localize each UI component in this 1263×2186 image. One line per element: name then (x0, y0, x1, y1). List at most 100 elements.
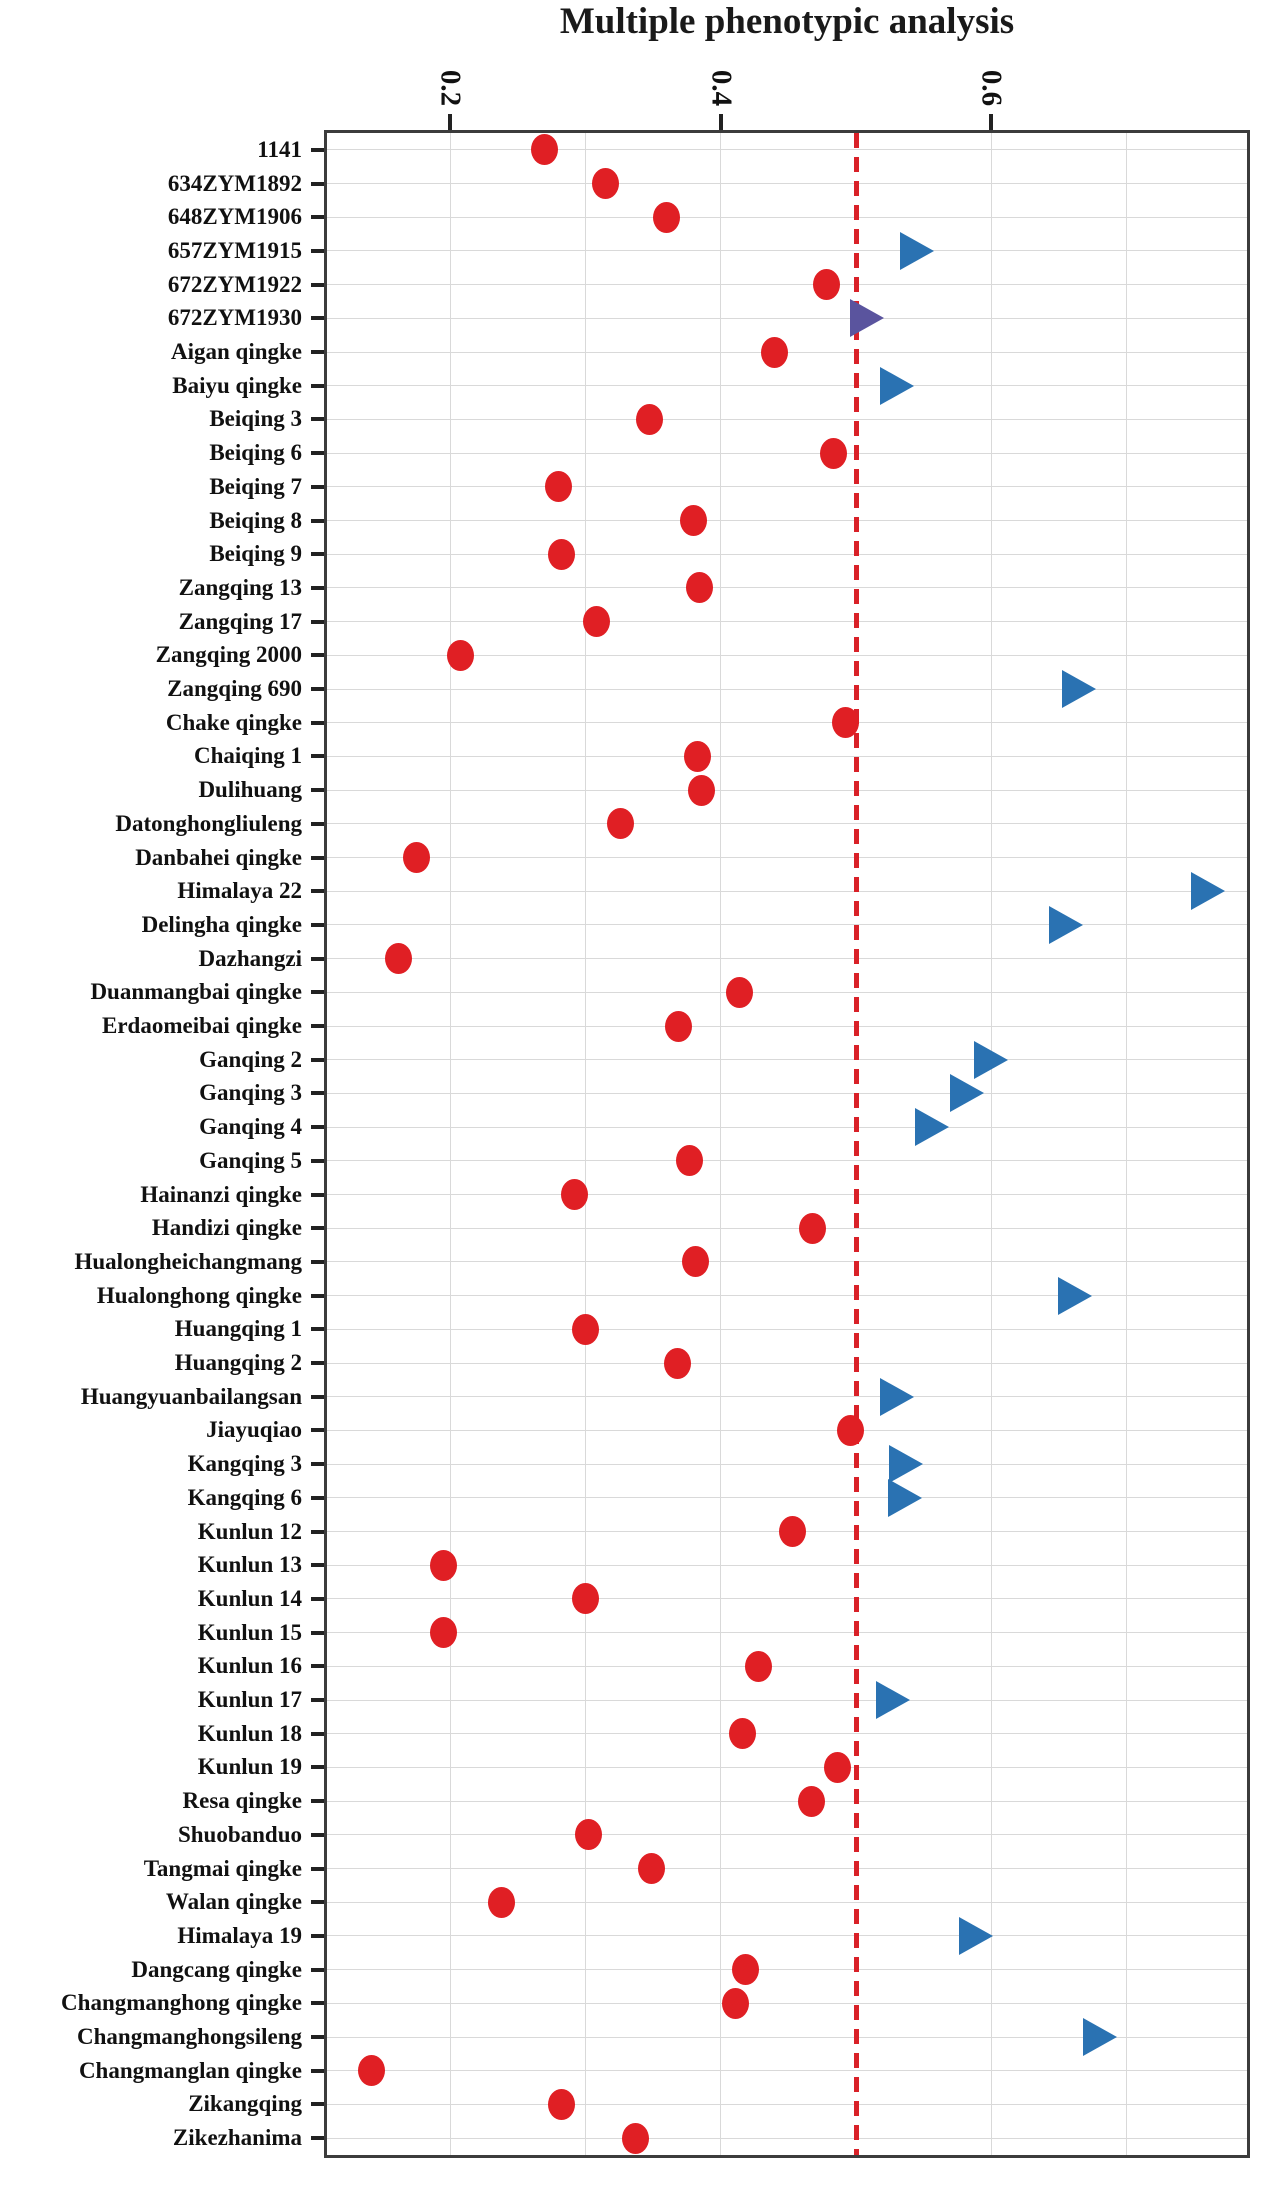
h-gridline (327, 1463, 1247, 1465)
y-axis-tick (311, 2102, 324, 2107)
h-gridline (327, 857, 1247, 859)
h-gridline (327, 1598, 1247, 1600)
h-gridline (327, 1227, 1247, 1229)
row-label-kunlun-14: Kunlun 14 (197, 1585, 302, 1611)
row-label-beiqing-7: Beiqing 7 (209, 473, 302, 499)
y-axis-tick (311, 1529, 324, 1534)
marker-blue-triangle (1048, 905, 1083, 944)
row-label-1141: 1141 (257, 136, 302, 162)
marker-red-circle (635, 403, 663, 435)
x-axis-tick (989, 114, 994, 130)
row-label-634zym1892: 634ZYM1892 (167, 170, 302, 196)
row-label-resa-qingke: Resa qingke (182, 1788, 303, 1814)
y-axis-tick (311, 788, 324, 793)
y-axis-tick (311, 181, 324, 186)
h-gridline (327, 1160, 1247, 1162)
marker-red-circle (547, 2088, 575, 2120)
y-axis-tick (311, 720, 324, 725)
marker-red-circle (571, 1583, 599, 1615)
h-gridline (327, 418, 1247, 420)
row-label-dangcang-qingke: Dangcang qingke (131, 1956, 302, 1982)
row-label-chaiqing-1: Chaiqing 1 (193, 743, 302, 769)
h-gridline (327, 1126, 1247, 1128)
y-axis-tick (311, 417, 324, 422)
y-axis-tick (311, 1192, 324, 1197)
plot-area (311, 114, 1250, 2158)
h-gridline (327, 1665, 1247, 1667)
row-label-baiyu-qingke: Baiyu qingke (172, 372, 302, 398)
row-label-648zym1906: 648ZYM1906 (167, 204, 302, 230)
row-label-kangqing-6: Kangqing 6 (187, 1484, 302, 1510)
y-axis-tick (311, 1799, 324, 1804)
y-axis-tick (311, 687, 324, 692)
h-gridline (327, 520, 1247, 522)
row-label-datonghongliuleng: Datonghongliuleng (115, 810, 302, 836)
row-label-jiayuqiao: Jiayuqiao (206, 1417, 302, 1443)
marker-blue-triangle (1082, 2018, 1117, 2057)
y-axis-tick (311, 922, 324, 927)
marker-red-circle (447, 639, 475, 671)
y-axis-tick (311, 1495, 324, 1500)
marker-red-circle (680, 505, 708, 537)
y-axis-tick (311, 484, 324, 489)
marker-blue-triangle (879, 366, 914, 405)
row-label-changmanghong-qingke: Changmanghong qingke (61, 1990, 302, 2016)
h-gridline (327, 924, 1247, 926)
marker-blue-triangle (879, 1377, 914, 1416)
marker-red-circle (665, 1010, 693, 1042)
h-gridline (327, 1295, 1247, 1297)
h-gridline (327, 1935, 1247, 1937)
y-axis-tick (311, 1765, 324, 1770)
marker-red-circle (684, 740, 712, 772)
marker-blue-triangle (875, 1681, 910, 1720)
row-label-shuobanduo: Shuobanduo (177, 1821, 302, 1847)
y-axis-tick (311, 1259, 324, 1264)
marker-red-circle (799, 1212, 827, 1244)
y-axis-tick (311, 316, 324, 321)
row-label-zangqing-13: Zangqing 13 (178, 574, 302, 600)
h-gridline (327, 688, 1247, 690)
y-axis-tick (311, 821, 324, 826)
marker-red-circle (402, 842, 430, 874)
row-label-himalaya-22: Himalaya 22 (177, 878, 302, 904)
row-label-zangqing-17: Zangqing 17 (178, 608, 302, 634)
marker-red-circle (561, 1179, 589, 1211)
y-axis-tick (311, 585, 324, 590)
h-gridline (327, 317, 1247, 319)
row-label-huangqing-2: Huangqing 2 (174, 1350, 302, 1376)
h-gridline (327, 958, 1247, 960)
h-gridline (327, 1261, 1247, 1263)
y-axis-tick (311, 518, 324, 523)
y-axis-tick (311, 248, 324, 253)
h-gridline (327, 755, 1247, 757)
h-gridline (327, 1901, 1247, 1903)
h-gridline (327, 991, 1247, 993)
y-axis-tick (311, 1125, 324, 1130)
y-axis-tick (311, 1832, 324, 1837)
y-axis-tick (311, 1361, 324, 1366)
row-label-duanmangbai-qingke: Duanmangbai qingke (90, 979, 302, 1005)
y-axis-tick (311, 282, 324, 287)
h-gridline (327, 1328, 1247, 1330)
reference-line-0.5 (853, 133, 859, 2155)
row-label-hualonghong-qingke: Hualonghong qingke (96, 1282, 302, 1308)
row-label-ganqing-2: Ganqing 2 (199, 1046, 302, 1072)
marker-red-circle (531, 134, 559, 166)
h-gridline (327, 250, 1247, 252)
h-gridline (327, 486, 1247, 488)
y-axis-tick (311, 1563, 324, 1568)
y-axis-tick (311, 1866, 324, 1871)
h-gridline (327, 1868, 1247, 1870)
y-axis-tick (311, 1630, 324, 1635)
marker-blue-triangle (949, 1074, 984, 1113)
y-axis-tick (311, 1462, 324, 1467)
marker-red-circle (571, 1313, 599, 1345)
y-axis-tick (311, 1057, 324, 1062)
h-gridline (327, 385, 1247, 387)
chart-title: Multiple phenotypic analysis (559, 1, 1015, 42)
h-gridline (327, 1497, 1247, 1499)
h-gridline (327, 452, 1247, 454)
marker-red-circle (778, 1516, 806, 1548)
h-gridline (327, 2036, 1247, 2038)
